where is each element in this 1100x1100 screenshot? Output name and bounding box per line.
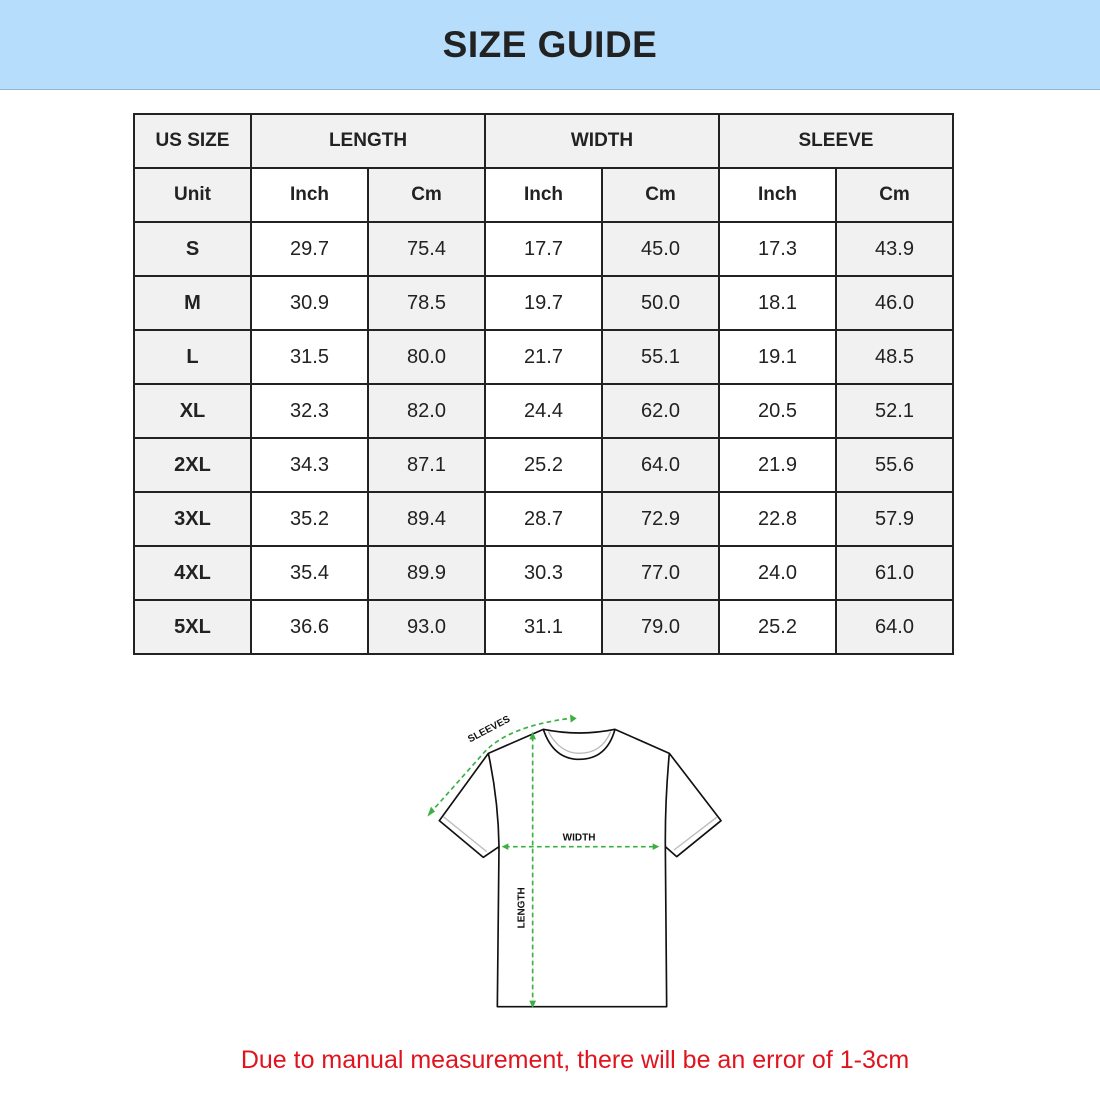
table-row: M 30.9 78.5 19.7 50.0 18.1 46.0 <box>133 275 954 331</box>
value-cell: 24.4 <box>484 383 603 439</box>
table-row: XL 32.3 82.0 24.4 62.0 20.5 52.1 <box>133 383 954 439</box>
value-cell: 19.1 <box>718 329 837 385</box>
sleeve-hem-right <box>673 816 718 851</box>
value-cell: 87.1 <box>367 437 486 493</box>
value-cell: 25.2 <box>484 437 603 493</box>
value-cell: 18.1 <box>718 275 837 331</box>
value-cell: 20.5 <box>718 383 837 439</box>
page-title: SIZE GUIDE <box>442 23 658 65</box>
collar-inner <box>547 731 612 755</box>
value-cell: 31.5 <box>250 329 369 385</box>
unit-cell: Inch <box>250 167 369 223</box>
value-cell: 64.0 <box>835 599 954 655</box>
value-cell: 93.0 <box>367 599 486 655</box>
value-cell: 48.5 <box>835 329 954 385</box>
unit-cell: Cm <box>367 167 486 223</box>
table-row: 2XL 34.3 87.1 25.2 64.0 21.9 55.6 <box>133 437 954 493</box>
value-cell: 52.1 <box>835 383 954 439</box>
value-cell: 79.0 <box>601 599 720 655</box>
value-cell: 78.5 <box>367 275 486 331</box>
value-cell: 82.0 <box>367 383 486 439</box>
value-cell: 17.3 <box>718 221 837 277</box>
value-cell: 21.9 <box>718 437 837 493</box>
header-cell: US SIZE <box>133 113 252 169</box>
size-cell: M <box>133 275 252 331</box>
value-cell: 34.3 <box>250 437 369 493</box>
value-cell: 57.9 <box>835 491 954 547</box>
body-seam-left <box>487 753 500 847</box>
unit-row: Unit Inch Cm Inch Cm Inch Cm <box>133 167 954 223</box>
unit-cell: Cm <box>835 167 954 223</box>
title-banner: SIZE GUIDE <box>0 0 1100 90</box>
tshirt-diagram: SLEEVES WIDTH LENGTH <box>427 714 722 1009</box>
arrow-icon <box>529 1000 536 1009</box>
value-cell: 25.2 <box>718 599 837 655</box>
header-cell: WIDTH <box>484 113 720 169</box>
measurement-note: Due to manual measurement, there will be… <box>240 1046 910 1074</box>
header-row: US SIZE LENGTH WIDTH SLEEVE <box>133 113 954 169</box>
value-cell: 77.0 <box>601 545 720 601</box>
arrow-icon <box>427 806 435 817</box>
value-cell: 55.6 <box>835 437 954 493</box>
value-cell: 32.3 <box>250 383 369 439</box>
arrow-icon <box>652 843 660 850</box>
size-cell: L <box>133 329 252 385</box>
value-cell: 29.7 <box>250 221 369 277</box>
length-label: LENGTH <box>516 887 527 928</box>
value-cell: 43.9 <box>835 221 954 277</box>
size-cell: S <box>133 221 252 277</box>
value-cell: 30.9 <box>250 275 369 331</box>
value-cell: 80.0 <box>367 329 486 385</box>
arrow-icon <box>570 714 577 723</box>
body-seam-right <box>664 753 671 847</box>
sleeve-hem-left <box>442 816 488 853</box>
table-row: 4XL 35.4 89.9 30.3 77.0 24.0 61.0 <box>133 545 954 601</box>
size-table: US SIZE LENGTH WIDTH SLEEVE Unit Inch Cm Inch Cm… <box>133 113 954 655</box>
value-cell: 62.0 <box>601 383 720 439</box>
arrow-icon <box>501 843 509 850</box>
unit-cell: Unit <box>133 167 252 223</box>
value-cell: 50.0 <box>601 275 720 331</box>
value-cell: 61.0 <box>835 545 954 601</box>
value-cell: 35.4 <box>250 545 369 601</box>
unit-cell: Inch <box>484 167 603 223</box>
value-cell: 21.7 <box>484 329 603 385</box>
value-cell: 19.7 <box>484 275 603 331</box>
collar-outline <box>542 729 616 761</box>
value-cell: 64.0 <box>601 437 720 493</box>
arrow-icon <box>529 731 536 740</box>
size-cell: 3XL <box>133 491 252 547</box>
value-cell: 89.9 <box>367 545 486 601</box>
tshirt-outline <box>438 728 722 1008</box>
sleeves-label: SLEEVES <box>466 714 512 746</box>
sleeve-measure-line <box>429 717 571 814</box>
value-cell: 22.8 <box>718 491 837 547</box>
value-cell: 36.6 <box>250 599 369 655</box>
size-cell: 5XL <box>133 599 252 655</box>
value-cell: 45.0 <box>601 221 720 277</box>
table-row: L 31.5 80.0 21.7 55.1 19.1 48.5 <box>133 329 954 385</box>
value-cell: 17.7 <box>484 221 603 277</box>
size-cell: XL <box>133 383 252 439</box>
value-cell: 24.0 <box>718 545 837 601</box>
table-row: S 29.7 75.4 17.7 45.0 17.3 43.9 <box>133 221 954 277</box>
value-cell: 46.0 <box>835 275 954 331</box>
table-row: 3XL 35.2 89.4 28.7 72.9 22.8 57.9 <box>133 491 954 547</box>
value-cell: 28.7 <box>484 491 603 547</box>
header-cell: SLEEVE <box>718 113 954 169</box>
value-cell: 72.9 <box>601 491 720 547</box>
unit-cell: Cm <box>601 167 720 223</box>
value-cell: 35.2 <box>250 491 369 547</box>
table-row: 5XL 36.6 93.0 31.1 79.0 25.2 64.0 <box>133 599 954 655</box>
header-cell: LENGTH <box>250 113 486 169</box>
value-cell: 30.3 <box>484 545 603 601</box>
value-cell: 31.1 <box>484 599 603 655</box>
value-cell: 55.1 <box>601 329 720 385</box>
value-cell: 75.4 <box>367 221 486 277</box>
unit-cell: Inch <box>718 167 837 223</box>
size-cell: 4XL <box>133 545 252 601</box>
width-label: WIDTH <box>563 833 596 844</box>
value-cell: 89.4 <box>367 491 486 547</box>
size-cell: 2XL <box>133 437 252 493</box>
